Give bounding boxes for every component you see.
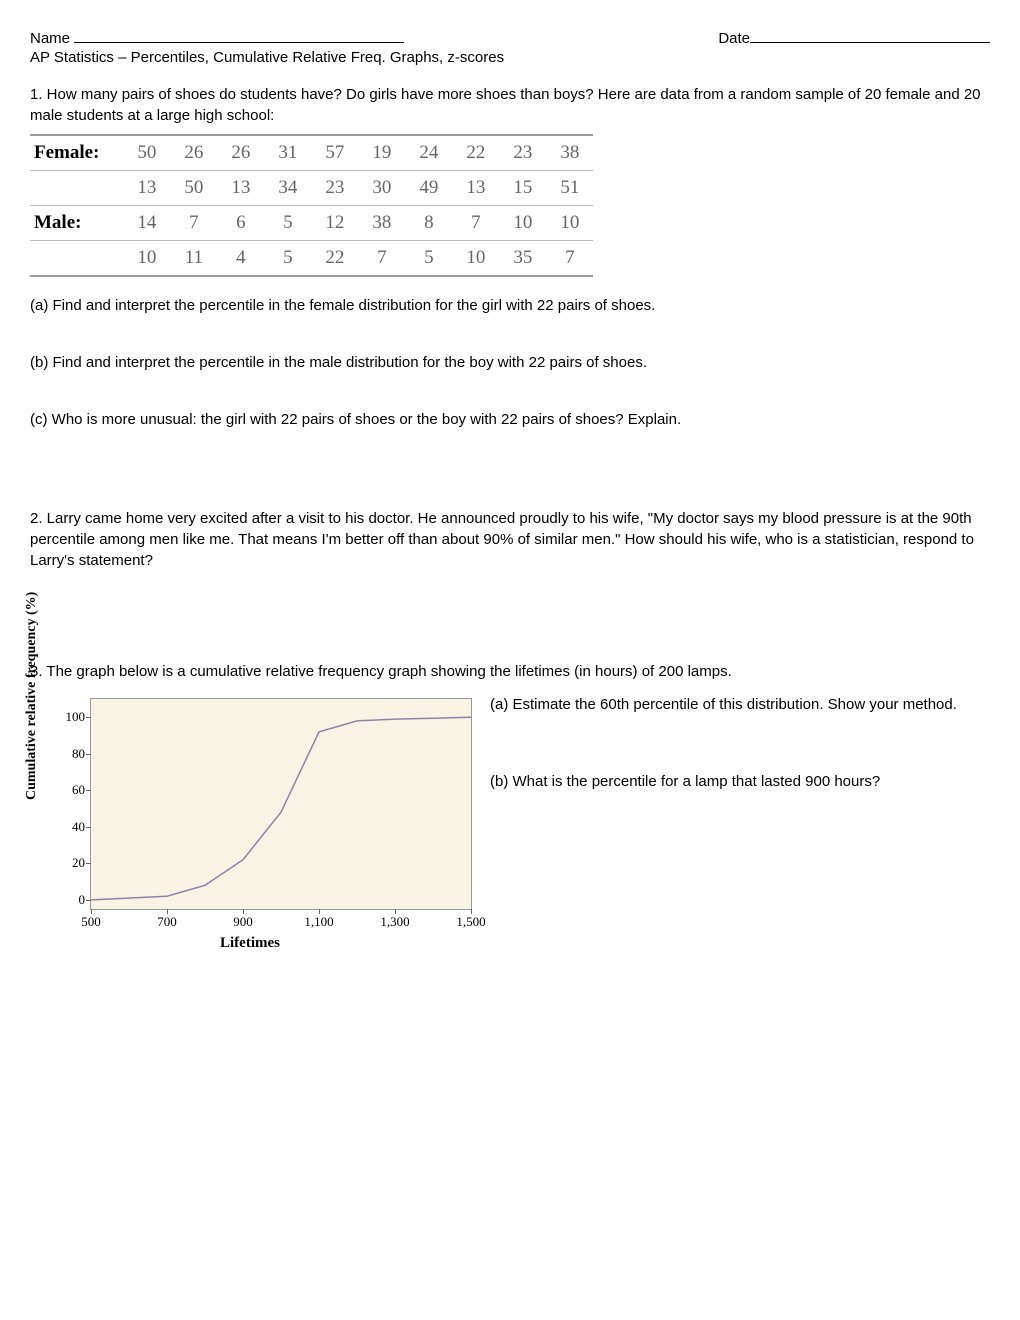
name-label: Name xyxy=(30,30,70,47)
data-cell: 8 xyxy=(405,206,452,241)
data-cell: 13 xyxy=(123,171,170,206)
q1-prompt: 1. How many pairs of shoes do students h… xyxy=(30,84,990,126)
male-label: Male: xyxy=(30,206,123,241)
shoes-data-table: Female: 50 26 26 31 57 19 24 22 23 38 13… xyxy=(30,134,593,277)
name-field: Name xyxy=(30,30,404,47)
data-cell: 49 xyxy=(405,171,452,206)
data-cell: 30 xyxy=(358,171,405,206)
data-cell: 23 xyxy=(311,171,358,206)
date-blank[interactable] xyxy=(750,42,990,43)
data-cell: 23 xyxy=(499,135,546,171)
name-blank[interactable] xyxy=(74,42,404,43)
data-cell: 31 xyxy=(264,135,311,171)
data-cell: 10 xyxy=(499,206,546,241)
data-cell: 19 xyxy=(358,135,405,171)
data-cell: 26 xyxy=(217,135,264,171)
data-cell: 38 xyxy=(358,206,405,241)
data-cell: 51 xyxy=(546,171,593,206)
data-cell: 5 xyxy=(264,206,311,241)
chart-y-label: Cumulative relative frequency (%) xyxy=(24,592,40,800)
cumulative-frequency-chart: Cumulative relative frequency (%) Lifeti… xyxy=(30,690,470,950)
data-cell: 26 xyxy=(170,135,217,171)
date-field: Date xyxy=(718,30,990,47)
data-cell: 5 xyxy=(405,241,452,277)
chart-x-label: Lifetimes xyxy=(220,935,280,952)
data-cell: 5 xyxy=(264,241,311,277)
female-label: Female: xyxy=(30,135,123,171)
data-cell: 50 xyxy=(170,171,217,206)
data-cell: 10 xyxy=(546,206,593,241)
q3a: (a) Estimate the 60th percentile of this… xyxy=(490,696,990,713)
data-cell: 34 xyxy=(264,171,311,206)
worksheet-subtitle: AP Statistics – Percentiles, Cumulative … xyxy=(30,49,990,66)
data-cell: 22 xyxy=(311,241,358,277)
data-cell: 24 xyxy=(405,135,452,171)
q1c: (c) Who is more unusual: the girl with 2… xyxy=(30,411,990,428)
q1a: (a) Find and interpret the percentile in… xyxy=(30,297,990,314)
data-cell: 13 xyxy=(217,171,264,206)
data-cell: 57 xyxy=(311,135,358,171)
data-cell: 4 xyxy=(217,241,264,277)
data-cell: 12 xyxy=(311,206,358,241)
q3-prompt: 3. The graph below is a cumulative relat… xyxy=(30,661,990,682)
data-cell: 7 xyxy=(452,206,499,241)
q3b: (b) What is the percentile for a lamp th… xyxy=(490,773,990,790)
data-cell: 50 xyxy=(123,135,170,171)
data-cell: 15 xyxy=(499,171,546,206)
data-cell: 14 xyxy=(123,206,170,241)
q2-text: 2. Larry came home very excited after a … xyxy=(30,508,990,571)
data-cell: 7 xyxy=(546,241,593,277)
data-cell: 7 xyxy=(170,206,217,241)
data-cell: 35 xyxy=(499,241,546,277)
data-cell: 13 xyxy=(452,171,499,206)
q1b: (b) Find and interpret the percentile in… xyxy=(30,354,990,371)
date-label: Date xyxy=(718,30,750,47)
data-cell: 10 xyxy=(123,241,170,277)
data-cell: 22 xyxy=(452,135,499,171)
data-cell: 6 xyxy=(217,206,264,241)
chart-curve xyxy=(91,699,471,909)
data-cell: 7 xyxy=(358,241,405,277)
data-cell: 38 xyxy=(546,135,593,171)
data-cell: 11 xyxy=(170,241,217,277)
data-cell: 10 xyxy=(452,241,499,277)
